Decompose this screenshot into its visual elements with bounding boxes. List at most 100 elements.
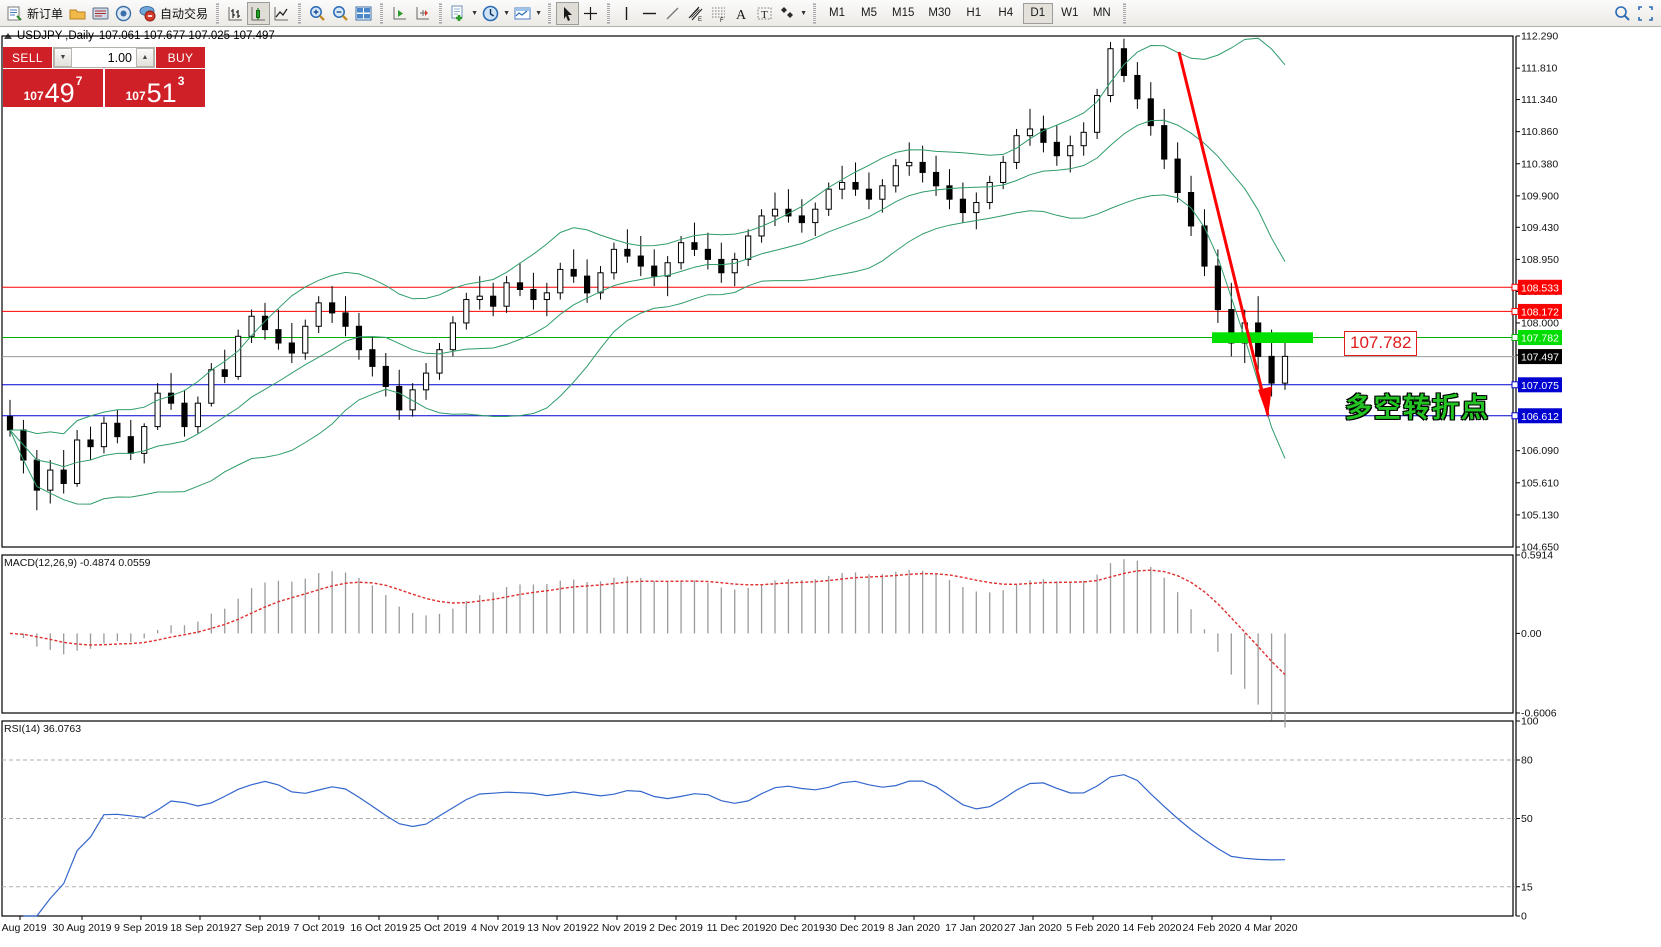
clock-icon xyxy=(481,4,500,23)
sell-price-display[interactable]: 107 49 7 xyxy=(3,69,103,107)
buy-price-prefix: 107 xyxy=(125,89,146,103)
candle-body xyxy=(745,235,752,260)
crosshair-button[interactable] xyxy=(579,2,602,25)
toolbar-separator xyxy=(1120,2,1128,24)
timeframe-d1[interactable]: D1 xyxy=(1022,2,1053,24)
timeframe-m5[interactable]: M5 xyxy=(861,7,878,19)
shapes-button[interactable] xyxy=(776,2,799,25)
zoom-in-button[interactable] xyxy=(306,2,329,25)
macd-histogram xyxy=(22,559,1286,728)
candle-body xyxy=(986,181,993,204)
candle-body xyxy=(315,302,322,327)
fullscreen-button[interactable] xyxy=(1634,2,1657,25)
buy-price-display[interactable]: 107 51 3 xyxy=(105,69,205,107)
candle-body xyxy=(47,469,54,491)
candle-body xyxy=(516,282,524,290)
line-chart-button[interactable] xyxy=(270,2,293,25)
candle-body xyxy=(235,335,242,377)
horizontal-line-button[interactable] xyxy=(638,2,661,25)
candle-body xyxy=(1000,161,1007,183)
cursor-button[interactable] xyxy=(556,1,580,25)
sell-button[interactable]: SELL xyxy=(3,47,52,68)
timeframe-h4[interactable]: H4 xyxy=(998,7,1014,19)
level-handle[interactable] xyxy=(1511,307,1519,315)
svg-text:F: F xyxy=(720,18,724,23)
trendline-button[interactable] xyxy=(661,2,684,25)
period-dropdown-arrow[interactable]: ▼ xyxy=(503,9,510,17)
trend-arrow-head[interactable] xyxy=(1258,386,1272,418)
timeframe-m30[interactable]: M30 xyxy=(928,7,951,19)
timeframe-h1[interactable]: H1 xyxy=(966,7,982,19)
support-zone-highlight[interactable] xyxy=(1212,332,1313,344)
text-label-icon: T xyxy=(755,4,774,23)
shapes-dropdown-arrow[interactable]: ▼ xyxy=(800,9,807,17)
period-button[interactable] xyxy=(479,2,502,25)
auto-scroll-button[interactable] xyxy=(411,2,434,25)
autotrading-icon xyxy=(138,4,157,23)
date-tick-label: 16 Oct 2019 xyxy=(350,922,407,934)
date-tick-label: 25 Oct 2019 xyxy=(409,922,466,934)
candle-body xyxy=(221,369,228,377)
price-tag-box xyxy=(1518,330,1562,346)
price-annotation-tag[interactable]: 107.782 xyxy=(1344,331,1418,356)
candle-body xyxy=(100,422,108,448)
buy-button[interactable]: BUY xyxy=(156,47,205,68)
text-button[interactable]: A xyxy=(730,2,753,25)
new-template-button[interactable] xyxy=(447,2,470,25)
one-click-trading-panel[interactable]: SELL ▼ 1.00 ▲ BUY 107 49 7 107 51 3 xyxy=(3,47,205,107)
bollinger-lower xyxy=(9,194,1286,505)
line-chart-icon xyxy=(272,4,291,23)
timeframe-mn[interactable]: MN xyxy=(1092,7,1111,19)
level-handle[interactable] xyxy=(1511,412,1519,420)
equidistant-channel-button[interactable]: E xyxy=(684,2,707,25)
terminal-button[interactable] xyxy=(89,2,112,25)
navigator-button[interactable] xyxy=(112,2,135,25)
candle-body xyxy=(127,436,134,454)
timeframe-m15[interactable]: M15 xyxy=(892,7,915,19)
level-handle[interactable] xyxy=(1511,381,1519,389)
cjk-annotation-text[interactable]: 多空转折点 xyxy=(1345,393,1490,424)
zoom-out-button[interactable] xyxy=(329,2,352,25)
vertical-line-button[interactable] xyxy=(615,2,638,25)
template-dropdown-arrow[interactable]: ▼ xyxy=(471,9,478,17)
volume-input[interactable]: 1.00 xyxy=(107,50,132,65)
volume-increase-icon[interactable]: ▲ xyxy=(136,48,154,67)
level-handle[interactable] xyxy=(1511,334,1519,342)
timeframe-m1[interactable]: M1 xyxy=(829,7,846,19)
date-tick-label: 1 Aug 2019 xyxy=(0,922,47,934)
autotrading-button[interactable]: 自动交易 xyxy=(135,2,211,25)
candle-body xyxy=(342,312,349,327)
search-button[interactable] xyxy=(1611,2,1634,25)
bar-chart-button[interactable] xyxy=(224,2,247,25)
candle-body xyxy=(167,392,175,404)
candle-body xyxy=(906,161,913,167)
toolbar-separator xyxy=(811,2,819,24)
price-tick-label: 109.900 xyxy=(1521,190,1559,202)
indicators-dropdown-arrow[interactable]: ▼ xyxy=(535,9,542,17)
folder-button[interactable] xyxy=(66,2,89,25)
toolbar-separator xyxy=(437,2,445,24)
chart-area[interactable]: 112.290 111.810 111.340 110.860 110.380 109.9… xyxy=(0,30,1661,934)
toolbar-right-group xyxy=(1611,2,1661,25)
timeframe-w1[interactable]: W1 xyxy=(1061,7,1079,19)
candle-body xyxy=(275,329,282,344)
fibonacci-button[interactable]: F xyxy=(707,2,730,25)
volume-stepper[interactable]: ▼ 1.00 ▲ xyxy=(53,47,155,68)
toolbar-separator xyxy=(605,2,613,24)
volume-decrease-icon[interactable]: ▼ xyxy=(54,48,72,67)
text-label-button[interactable]: T xyxy=(753,2,776,25)
toolbar-separator xyxy=(378,2,386,24)
rsi-tick-label: 80 xyxy=(1521,755,1533,767)
price-tick-label: 110.860 xyxy=(1521,126,1558,138)
indicators-button[interactable] xyxy=(511,2,534,25)
new-order-button[interactable]: 新订单 xyxy=(2,2,66,25)
candlestick-chart-button[interactable] xyxy=(247,1,271,25)
tile-windows-button[interactable] xyxy=(352,2,375,25)
level-handle[interactable] xyxy=(1511,283,1519,291)
candle-body xyxy=(1094,95,1101,133)
candle-body xyxy=(87,439,94,448)
shift-end-button[interactable] xyxy=(388,2,411,25)
macd-signal-line xyxy=(9,569,1286,676)
trend-arrow-line[interactable] xyxy=(1177,51,1270,416)
price-chart-svg[interactable]: 112.290 111.810 111.340 110.860 110.380 109.9… xyxy=(0,30,1661,947)
